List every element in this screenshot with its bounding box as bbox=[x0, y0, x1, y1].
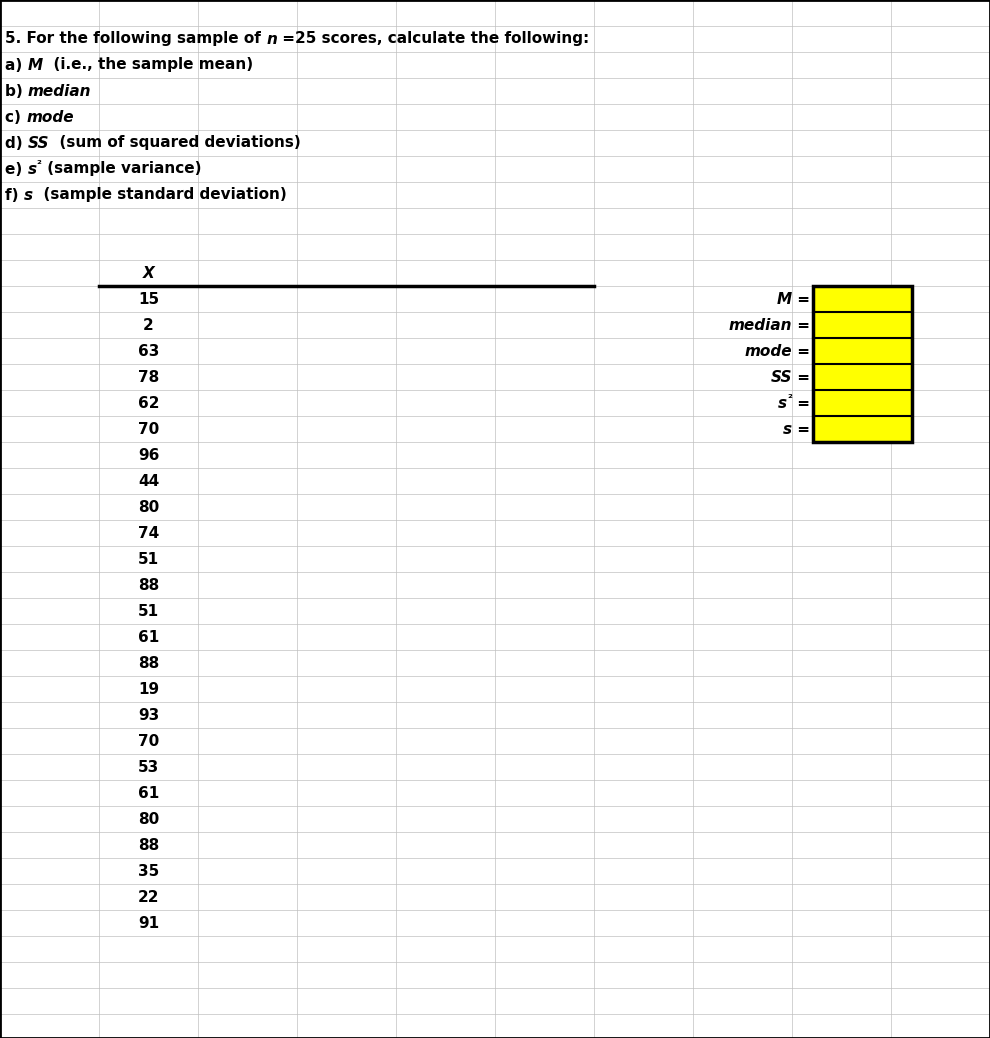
Text: s: s bbox=[778, 395, 787, 410]
Text: 2: 2 bbox=[144, 318, 153, 332]
Text: =: = bbox=[792, 344, 810, 358]
Text: d): d) bbox=[5, 136, 28, 151]
Bar bbox=[813, 338, 912, 364]
Text: 93: 93 bbox=[138, 708, 159, 722]
Text: 88: 88 bbox=[138, 656, 159, 671]
Bar bbox=[813, 286, 912, 442]
Text: M: M bbox=[28, 57, 43, 73]
Text: 74: 74 bbox=[138, 525, 159, 541]
Text: 70: 70 bbox=[138, 734, 159, 748]
Text: 61: 61 bbox=[138, 786, 159, 800]
Text: (i.e., the sample mean): (i.e., the sample mean) bbox=[43, 57, 252, 73]
Text: =: = bbox=[792, 318, 810, 332]
Text: 44: 44 bbox=[138, 473, 159, 489]
Bar bbox=[813, 286, 912, 312]
Text: (sample standard deviation): (sample standard deviation) bbox=[33, 188, 287, 202]
Text: =: = bbox=[792, 292, 810, 306]
Bar bbox=[813, 390, 912, 416]
Text: SS: SS bbox=[28, 136, 50, 151]
Text: c): c) bbox=[5, 109, 26, 125]
Text: 91: 91 bbox=[138, 916, 159, 930]
Text: e): e) bbox=[5, 162, 28, 176]
Text: 19: 19 bbox=[138, 682, 159, 696]
Text: 88: 88 bbox=[138, 577, 159, 593]
Text: =: = bbox=[792, 395, 810, 410]
Text: b): b) bbox=[5, 83, 28, 99]
Text: X: X bbox=[143, 266, 154, 280]
Text: s: s bbox=[783, 421, 792, 437]
Text: 63: 63 bbox=[138, 344, 159, 358]
Text: median: median bbox=[729, 318, 792, 332]
Text: mode: mode bbox=[744, 344, 792, 358]
Text: 35: 35 bbox=[138, 864, 159, 878]
Text: 96: 96 bbox=[138, 447, 159, 463]
Bar bbox=[813, 364, 912, 390]
Text: 88: 88 bbox=[138, 838, 159, 852]
Text: median: median bbox=[28, 83, 91, 99]
Text: s: s bbox=[28, 162, 37, 176]
Text: SS: SS bbox=[770, 370, 792, 384]
Text: mode: mode bbox=[26, 109, 73, 125]
Text: (sample variance): (sample variance) bbox=[42, 162, 201, 176]
Text: =: = bbox=[792, 421, 810, 437]
Text: 61: 61 bbox=[138, 629, 159, 645]
Text: 51: 51 bbox=[138, 551, 159, 567]
Text: 53: 53 bbox=[138, 760, 159, 774]
Text: n: n bbox=[266, 31, 277, 47]
Text: 22: 22 bbox=[138, 890, 159, 904]
Text: 70: 70 bbox=[138, 421, 159, 437]
Text: 62: 62 bbox=[138, 395, 159, 410]
Text: 51: 51 bbox=[138, 603, 159, 619]
Text: 5. For the following sample of: 5. For the following sample of bbox=[5, 31, 266, 47]
Text: (sum of squared deviations): (sum of squared deviations) bbox=[50, 136, 301, 151]
Text: f): f) bbox=[5, 188, 24, 202]
Text: =25 scores, calculate the following:: =25 scores, calculate the following: bbox=[277, 31, 589, 47]
Text: ²: ² bbox=[37, 160, 42, 170]
Text: a): a) bbox=[5, 57, 28, 73]
Bar bbox=[813, 312, 912, 338]
Text: 15: 15 bbox=[138, 292, 159, 306]
Text: 78: 78 bbox=[138, 370, 159, 384]
Text: ²: ² bbox=[787, 394, 792, 404]
Text: =: = bbox=[792, 370, 810, 384]
Text: 80: 80 bbox=[138, 812, 159, 826]
Text: 80: 80 bbox=[138, 499, 159, 515]
Bar bbox=[813, 416, 912, 442]
Text: M: M bbox=[777, 292, 792, 306]
Text: s: s bbox=[24, 188, 33, 202]
